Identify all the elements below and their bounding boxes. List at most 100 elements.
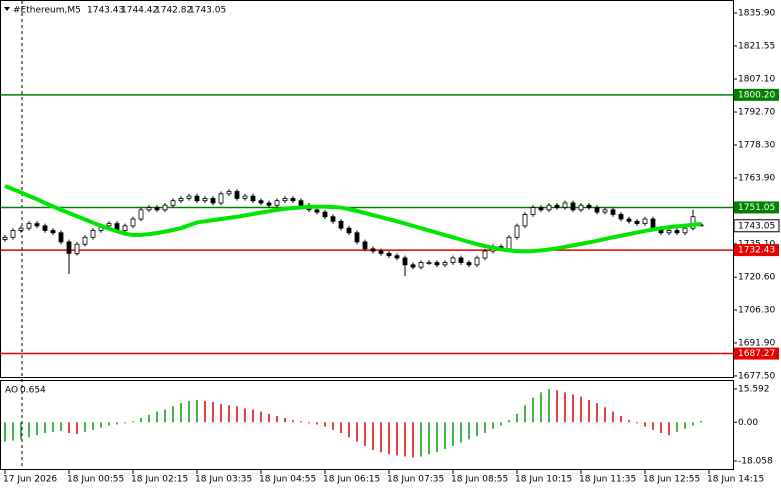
candle-body xyxy=(74,243,80,254)
candle-body xyxy=(10,230,16,238)
candle-body xyxy=(162,204,168,211)
candle-body xyxy=(466,262,472,266)
current-price-label: 1743.05 xyxy=(738,221,775,231)
candle-body xyxy=(570,202,576,211)
header-high: 1744.42 xyxy=(121,6,158,16)
candle-body xyxy=(258,200,264,204)
y-tick-label: 1835.90 xyxy=(738,9,775,19)
candle-body xyxy=(370,248,376,252)
candle-body xyxy=(682,227,688,234)
x-tick-label: 18 Jun 11:35 xyxy=(579,475,636,485)
candle-body xyxy=(298,200,304,206)
x-tick-label: 18 Jun 00:55 xyxy=(67,475,124,485)
candle-body xyxy=(218,193,224,204)
y-tick-label: 1691.90 xyxy=(738,338,775,348)
candle-body xyxy=(546,204,552,211)
y-tick-label: 15.592 xyxy=(738,384,770,394)
candle-body xyxy=(402,257,408,266)
candle-body xyxy=(146,207,152,211)
candle-body xyxy=(282,197,288,202)
candle-body xyxy=(562,202,568,208)
header-close: 1743.05 xyxy=(189,6,226,16)
y-tick-label: -18.058 xyxy=(738,456,773,466)
candle-body xyxy=(690,216,696,229)
candle-body xyxy=(18,227,24,231)
candle-body xyxy=(522,214,528,227)
moving-average xyxy=(4,184,702,254)
candle-body xyxy=(266,202,272,206)
candle-body xyxy=(666,230,672,234)
candle-body xyxy=(594,207,600,213)
y-tick-label: 1677.50 xyxy=(738,371,775,381)
candle-body xyxy=(250,195,256,202)
candle-body xyxy=(538,207,544,211)
level-label-box xyxy=(734,244,779,257)
x-tick-label: 18 Jun 04:55 xyxy=(259,475,316,485)
candle-body xyxy=(106,223,112,227)
candle-body xyxy=(130,218,136,227)
candle-body xyxy=(474,257,480,266)
candle-body xyxy=(394,255,400,259)
current-price-box xyxy=(733,219,780,233)
candle-body xyxy=(178,197,184,202)
y-tick-label: 1807.10 xyxy=(738,75,775,85)
candle-body xyxy=(386,252,392,257)
candle-body xyxy=(202,197,208,202)
level-label: 1751.05 xyxy=(738,203,775,213)
y-tick-label: 1821.55 xyxy=(738,41,775,51)
candle-body xyxy=(50,230,56,234)
menu-arrow xyxy=(4,7,10,11)
level-label-box xyxy=(734,88,779,101)
candle-body xyxy=(586,204,592,208)
x-tick-label: 18 Jun 08:55 xyxy=(451,475,508,485)
x-tick-label: 17 Jun 2026 xyxy=(3,475,57,485)
candle-body xyxy=(90,230,96,238)
candle-body xyxy=(442,262,448,266)
candle-body xyxy=(338,220,344,229)
x-tick-label: 18 Jun 06:15 xyxy=(323,475,380,485)
y-tick-label: 1706.30 xyxy=(738,305,775,315)
candle-body xyxy=(274,200,280,206)
x-tick-label: 18 Jun 02:15 xyxy=(131,475,188,485)
candle-body xyxy=(618,214,624,220)
header-low: 1742.82 xyxy=(155,6,192,16)
candle-body xyxy=(314,209,320,213)
level-label-box xyxy=(734,201,779,214)
candle-body xyxy=(458,257,464,263)
candle-body xyxy=(554,204,560,208)
candle-body xyxy=(578,204,584,211)
candle-body xyxy=(602,209,608,213)
candle-body xyxy=(634,220,640,224)
ao-panel xyxy=(0,380,734,470)
x-tick-label: 18 Jun 12:55 xyxy=(643,475,700,485)
candle-body xyxy=(138,209,144,220)
x-tick-label: 18 Jun 10:15 xyxy=(515,475,572,485)
candle-body xyxy=(650,218,656,229)
candle-body xyxy=(82,236,88,245)
level-label-box xyxy=(734,347,779,360)
y-tick-label: 1792.70 xyxy=(738,108,775,118)
header-open: 1743.43 xyxy=(87,6,124,16)
candle-body xyxy=(426,262,432,264)
candle-body xyxy=(26,223,32,229)
x-tick-label: 18 Jun 07:35 xyxy=(387,475,444,485)
candle-body xyxy=(154,207,160,211)
candle-body xyxy=(42,225,48,231)
candle-body xyxy=(674,230,680,234)
candle-body xyxy=(378,250,384,254)
candle-body xyxy=(194,195,200,202)
candle-body xyxy=(322,211,328,218)
ao-value: 0.654 xyxy=(20,386,46,396)
candle-body xyxy=(122,225,128,231)
candle-body xyxy=(2,236,8,241)
candle-body xyxy=(434,262,440,266)
candle-body xyxy=(346,227,352,234)
candle-body xyxy=(210,197,216,204)
chart-title: #Ethereum,M5 xyxy=(13,6,81,16)
candle-body xyxy=(170,200,176,206)
candle-body xyxy=(610,209,616,215)
candle-body xyxy=(186,195,192,199)
y-tick-label: 0.00 xyxy=(738,418,758,428)
level-label: 1687.27 xyxy=(738,349,775,359)
